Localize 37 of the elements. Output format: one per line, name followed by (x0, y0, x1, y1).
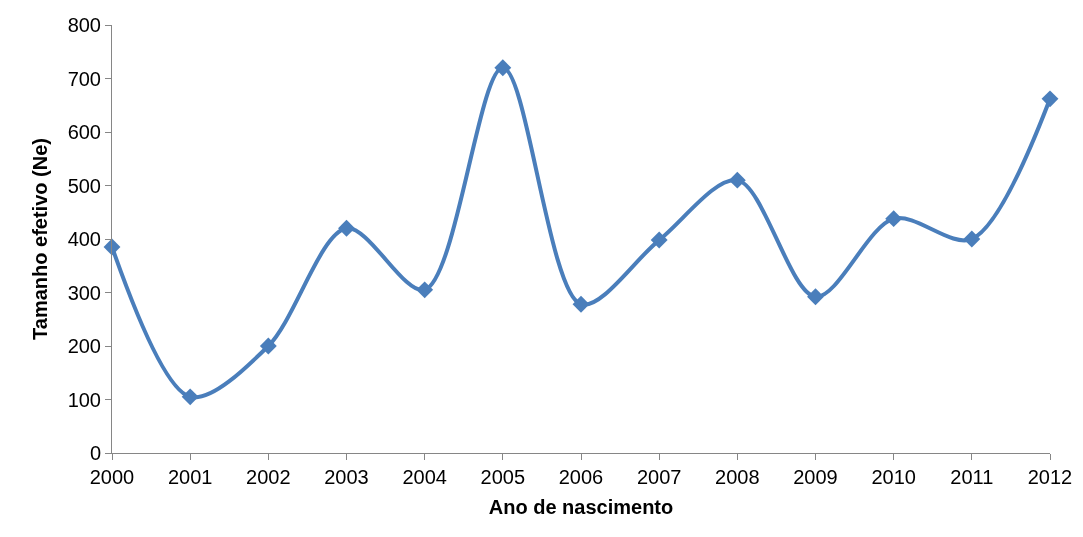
point (963, 230, 981, 248)
x-tick-label: 2012 (1027, 466, 1073, 488)
point (728, 171, 746, 189)
y-tick-label: 200 (67, 335, 101, 357)
y-tick-label: 700 (67, 67, 101, 90)
x-tick-label: 2009 (793, 466, 838, 488)
y-tick-label: 0 (89, 442, 101, 464)
x-tick-label: 2000 (89, 466, 135, 488)
point (494, 59, 512, 77)
x-axis-title: Ano de nascimento (488, 495, 674, 518)
point (416, 281, 434, 299)
x-tick-label: 2002 (246, 466, 291, 488)
x-tick-label: 2007 (636, 466, 682, 488)
point (885, 210, 903, 228)
point (259, 337, 277, 355)
x-tick-label: 2006 (558, 466, 604, 488)
x-tick-label: 2004 (402, 466, 447, 488)
y-tick-label: 500 (67, 174, 101, 197)
x-tick-label: 2003 (324, 466, 369, 488)
point (1041, 90, 1059, 108)
y-tick-label: 600 (67, 121, 101, 143)
point (572, 295, 590, 313)
y-tick-label: 300 (67, 281, 101, 304)
x-tick-label: 2008 (715, 466, 760, 488)
x-tick-label: 2010 (871, 466, 916, 488)
point (807, 288, 824, 306)
x-tick-label: 2005 (480, 466, 526, 488)
point (338, 219, 355, 237)
x-tick-label: 2001 (167, 466, 213, 488)
point (103, 238, 121, 256)
x-tick-label: 2011 (950, 466, 994, 488)
y-tick-label: 800 (67, 14, 101, 36)
y-axis-title: Tamanho efetivo (Ne) (29, 138, 52, 340)
y-tick-label: 400 (67, 228, 101, 250)
point (181, 388, 199, 406)
y-tick-label: 100 (67, 388, 101, 411)
point (650, 231, 668, 249)
